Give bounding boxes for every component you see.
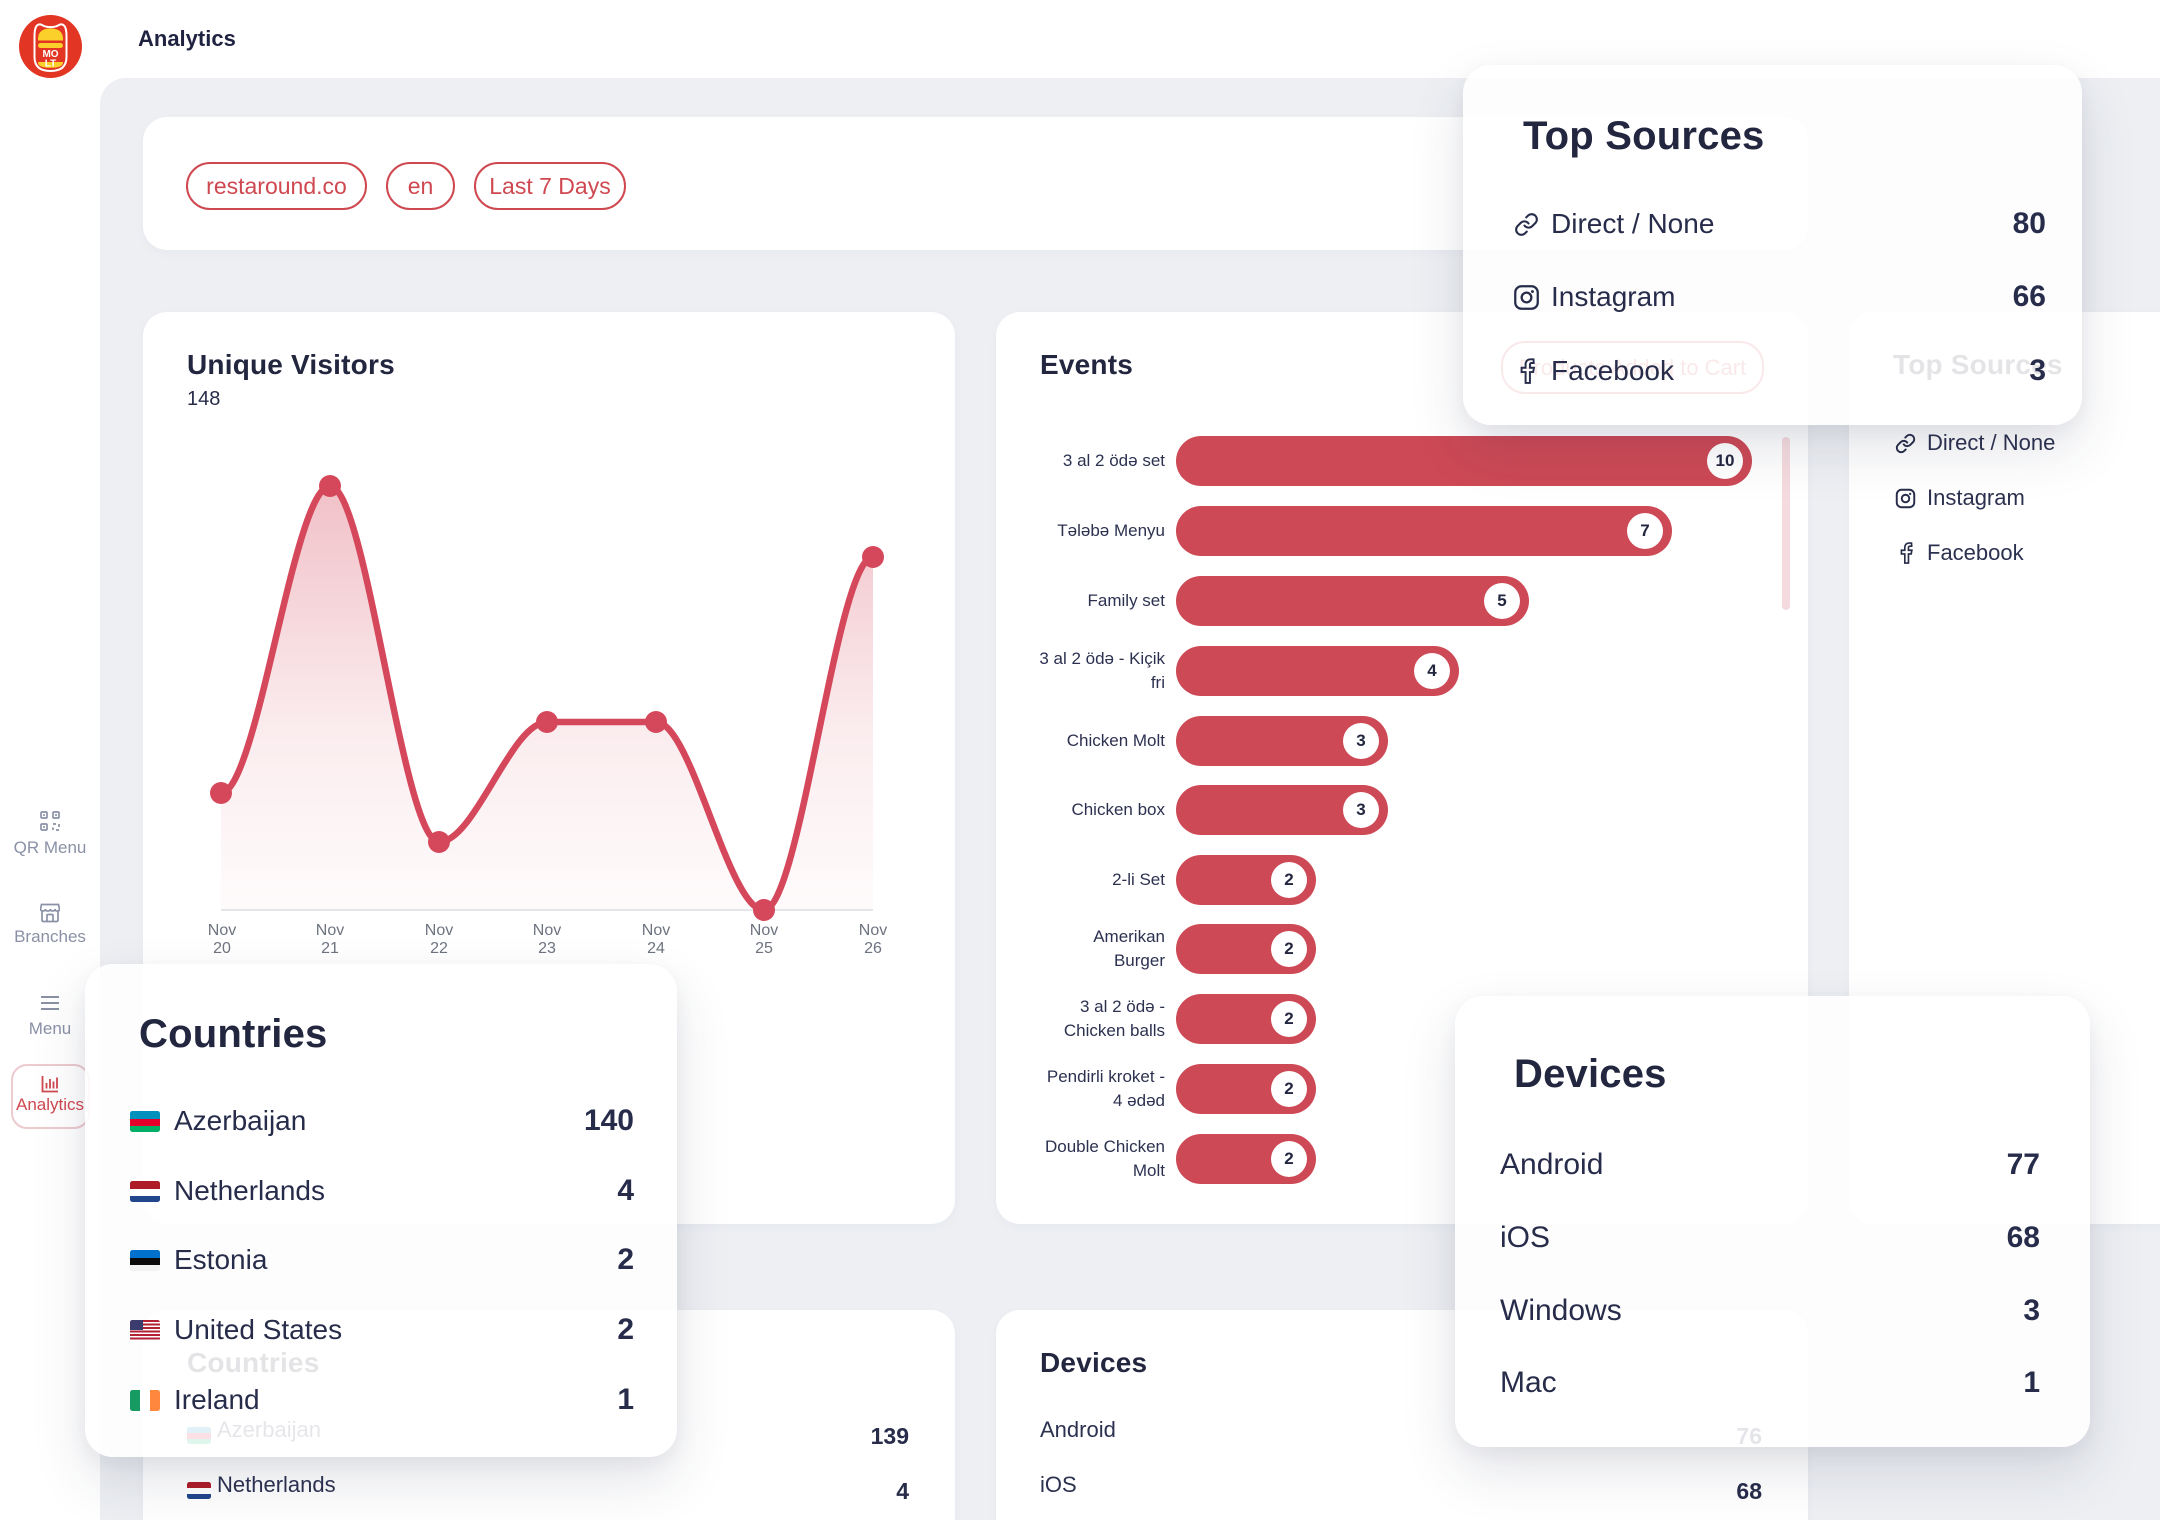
- svg-text:Nov: Nov: [208, 922, 236, 939]
- svg-text:MO: MO: [42, 49, 58, 60]
- svg-text:Nov: Nov: [533, 922, 561, 939]
- svg-text:25: 25: [755, 940, 773, 957]
- svg-text:Nov: Nov: [316, 922, 344, 939]
- svg-text:LT: LT: [45, 59, 56, 70]
- svg-text:24: 24: [647, 940, 665, 957]
- svg-text:23: 23: [538, 940, 556, 957]
- svg-text:20: 20: [213, 940, 231, 957]
- svg-text:21: 21: [321, 940, 339, 957]
- svg-text:Nov: Nov: [425, 922, 453, 939]
- svg-text:Nov: Nov: [859, 922, 887, 939]
- svg-text:22: 22: [430, 940, 448, 957]
- svg-text:Nov: Nov: [750, 922, 778, 939]
- svg-text:Nov: Nov: [642, 922, 670, 939]
- svg-text:26: 26: [864, 940, 882, 957]
